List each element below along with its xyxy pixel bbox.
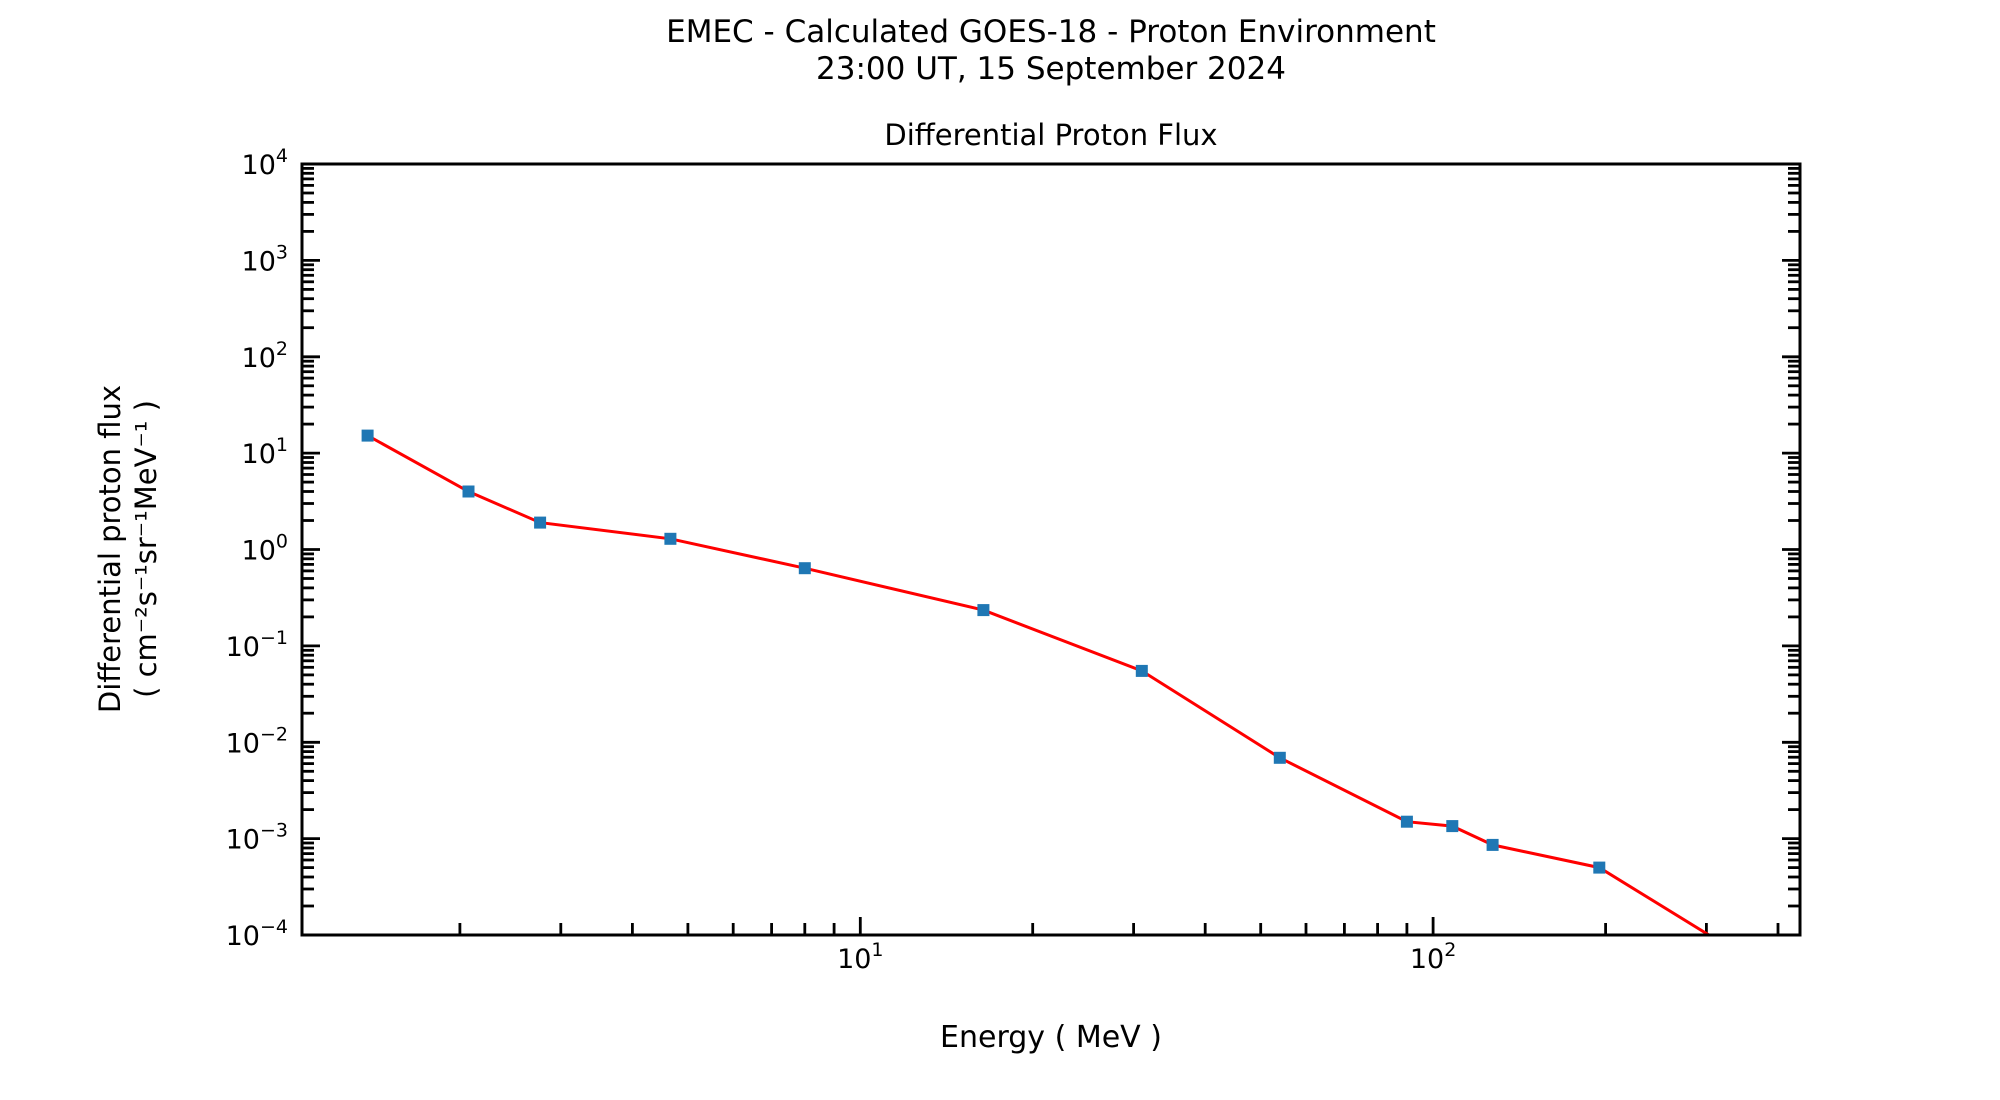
data-point-marker bbox=[1135, 664, 1148, 677]
data-point-marker bbox=[664, 532, 677, 545]
data-point-marker bbox=[798, 562, 811, 575]
series-group bbox=[361, 429, 1739, 956]
x-tick-label: 102 bbox=[1410, 939, 1456, 975]
y-tick-label: 104 bbox=[242, 145, 288, 181]
suptitle-line2: 23:00 UT, 15 September 2024 bbox=[816, 51, 1286, 87]
y-tick-label: 103 bbox=[242, 241, 288, 277]
x-axis-label: Energy ( MeV ) bbox=[940, 1020, 1162, 1055]
x-tick-label: 101 bbox=[837, 939, 883, 975]
data-point-marker bbox=[1446, 820, 1459, 833]
y-tick-label: 101 bbox=[242, 434, 288, 470]
data-point-marker bbox=[1593, 861, 1606, 874]
y-tick-label: 100 bbox=[242, 531, 288, 567]
y-tick-label: 10−3 bbox=[226, 820, 288, 856]
chart-title: Differential Proton Flux bbox=[884, 118, 1218, 152]
data-point-marker bbox=[462, 485, 475, 498]
data-point-marker bbox=[1400, 815, 1413, 828]
data-point-marker bbox=[361, 429, 374, 442]
data-point-marker bbox=[534, 516, 547, 529]
plot-border bbox=[300, 162, 1802, 937]
y-tick-label: 10−4 bbox=[226, 916, 288, 952]
y-tick-label: 10−1 bbox=[226, 627, 288, 663]
data-point-marker bbox=[977, 604, 990, 617]
flux-line bbox=[366, 434, 1712, 935]
data-point-marker bbox=[1486, 838, 1499, 851]
y-tick-label: 10−2 bbox=[226, 723, 288, 759]
suptitle-line1: EMEC - Calculated GOES-18 - Proton Envir… bbox=[666, 14, 1436, 50]
data-point-marker bbox=[1727, 944, 1739, 956]
y-tick-label: 102 bbox=[242, 338, 288, 374]
data-point-marker bbox=[1273, 751, 1286, 764]
